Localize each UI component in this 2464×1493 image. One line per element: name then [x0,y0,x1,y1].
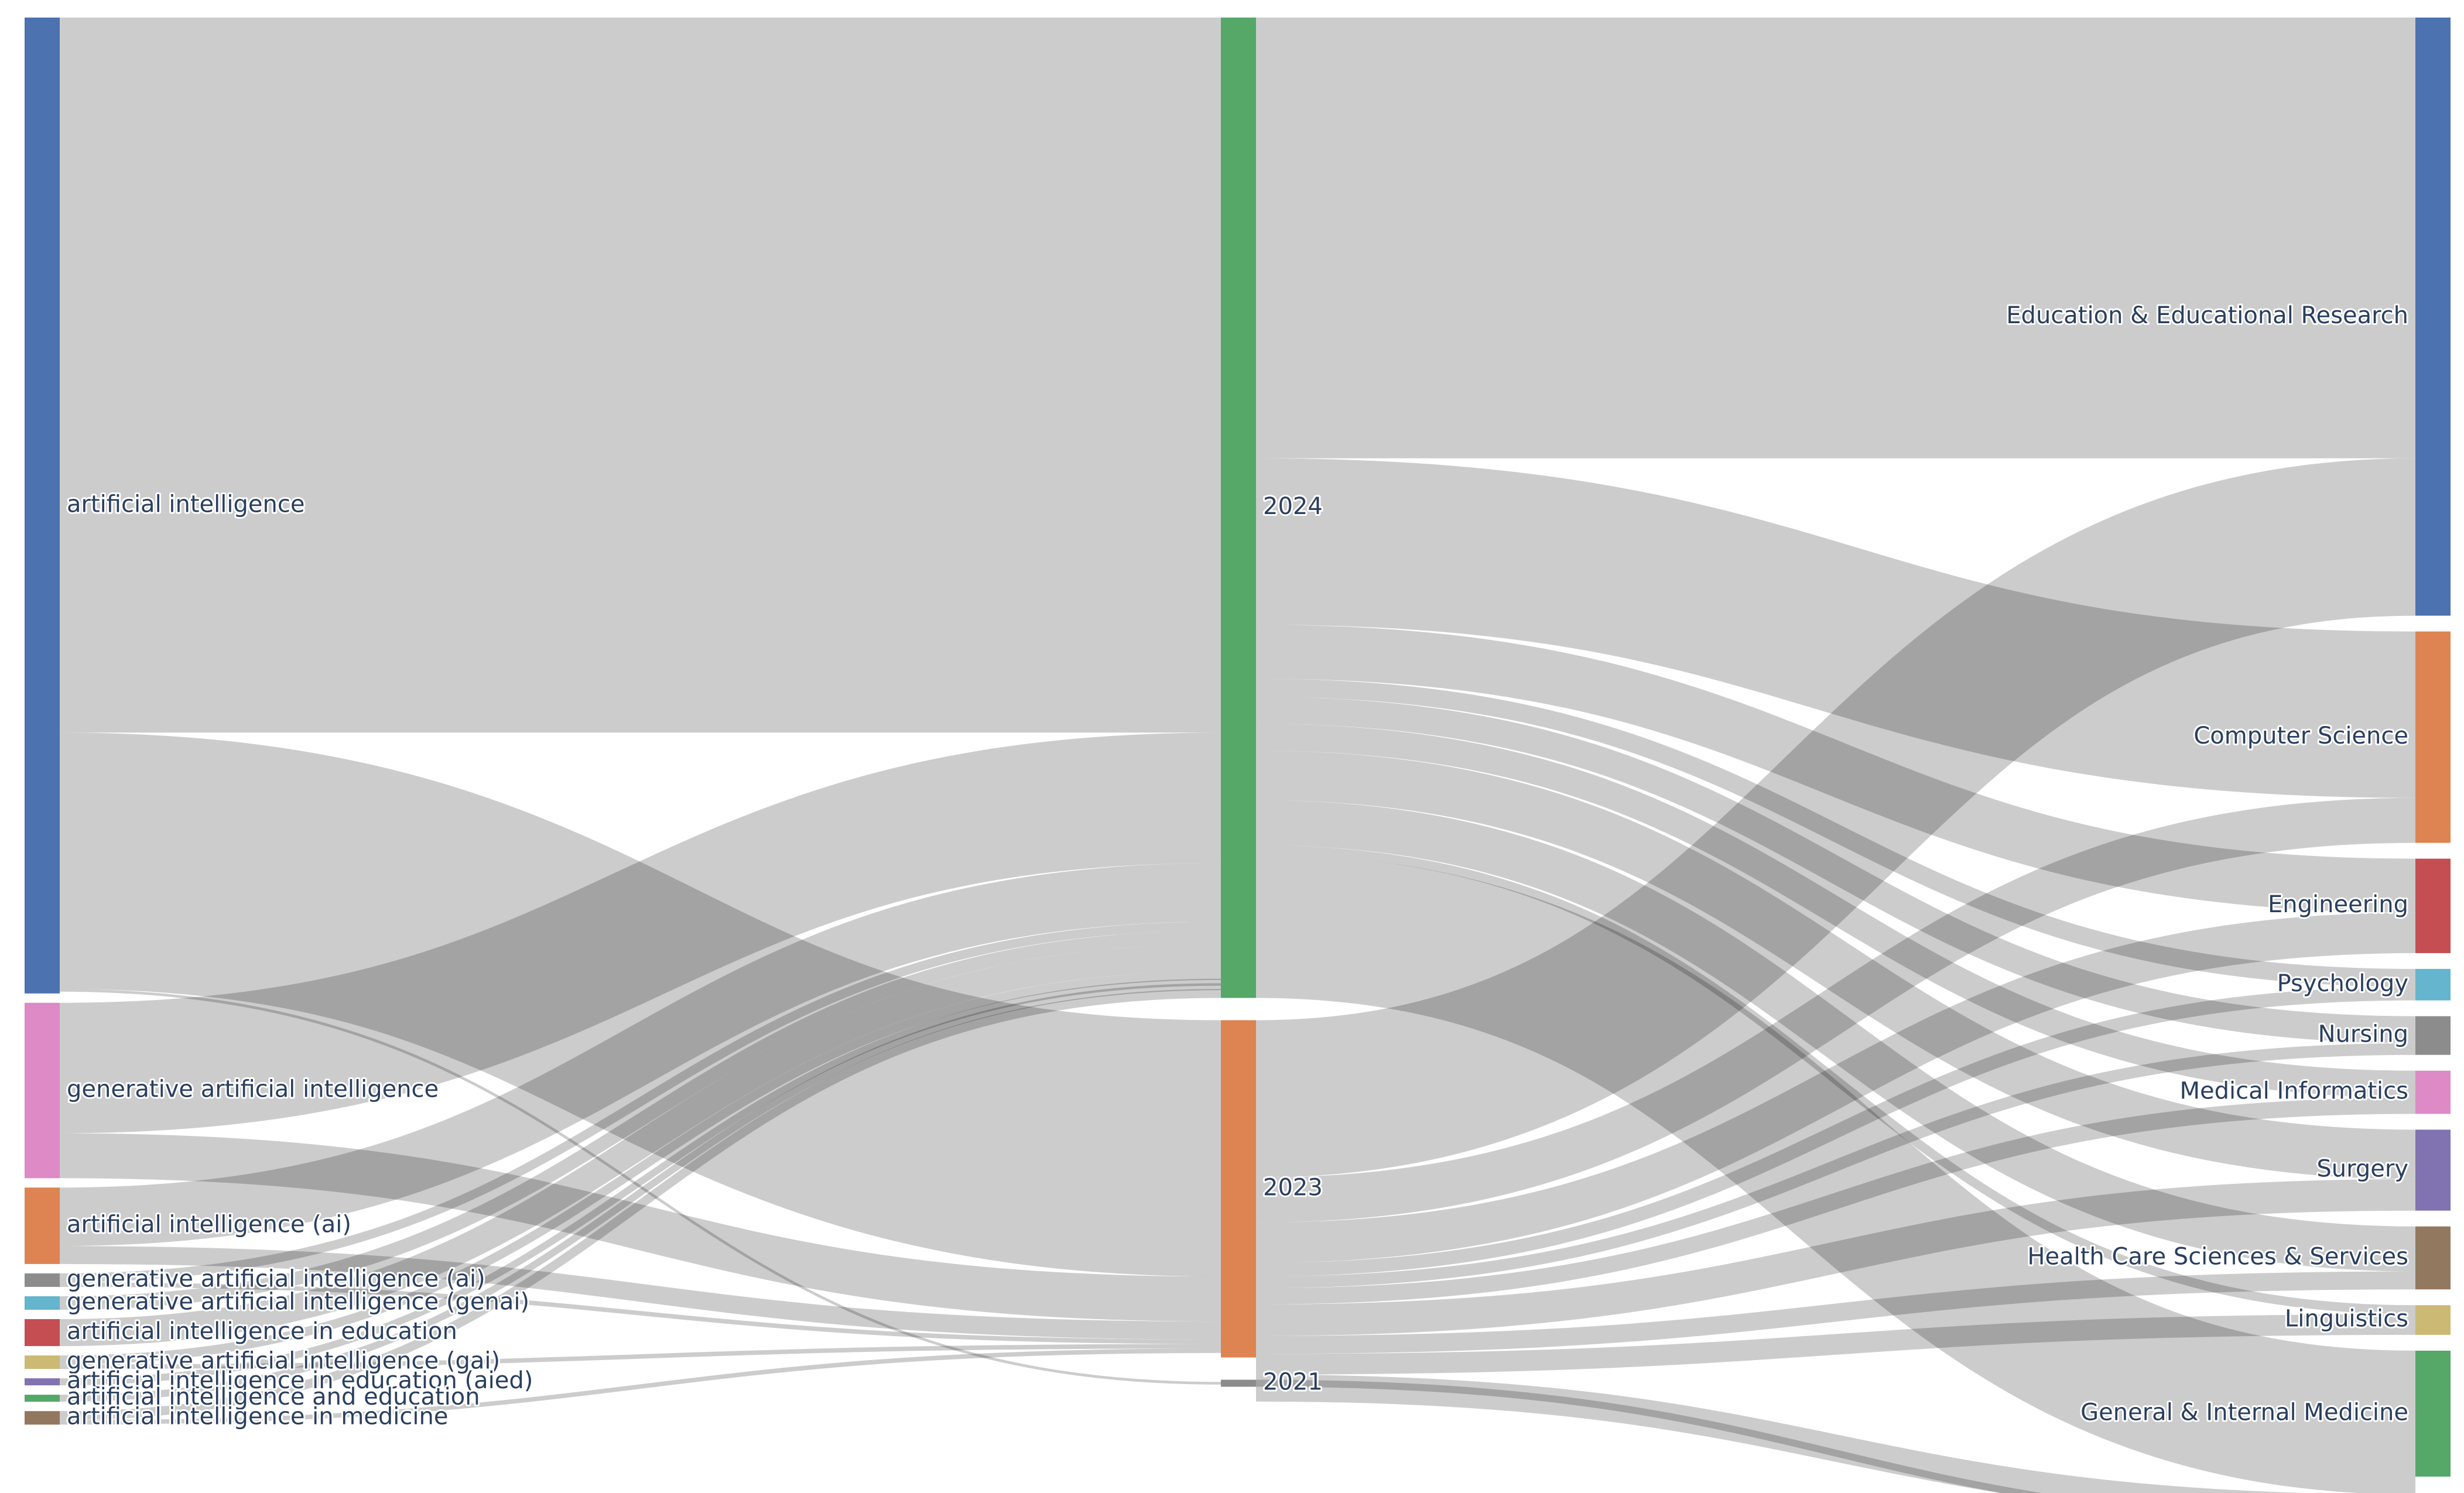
node-k_gaigai[interactable] [25,1355,60,1369]
link-k_aip-y2024 [59,863,1221,1247]
link-k_aande-y2024 [59,983,1221,1402]
node-label-k_aip: artificial intelligence (ai) [67,1211,351,1238]
node-label-c_edu: Education & Educational Research [2006,302,2408,329]
node-y2021[interactable] [1221,1379,1256,1387]
link-y2023-c_gim [1255,1374,2306,1493]
node-label-c_cs: Computer Science [2193,722,2408,749]
sankey-labels: artificial intelligence generative artifi… [65,300,2410,1432]
link-y2024-c_gim [1255,854,2416,1493]
link-k_aieda-y2024 [59,978,1221,1386]
node-y2024[interactable] [1221,18,1256,998]
node-y2023[interactable] [1221,1020,1256,1358]
node-k_aip[interactable] [25,1187,60,1264]
node-k_genai[interactable] [25,1296,60,1310]
sankey-links [59,17,2416,1493]
node-c_mi[interactable] [2415,1070,2451,1114]
node-label-k_ai: artificial intelligence [67,491,304,518]
node-label-k_gai: generative artificial intelligence [67,1076,439,1103]
node-label-k_aimed: artificial intelligence in medicine [67,1403,448,1430]
link-k_aimed-y2023 [59,1348,1221,1425]
node-label-k_aande: artificial intelligence and education [67,1384,480,1410]
node-k_aimed[interactable] [25,1411,60,1425]
node-label-k_genai: generative artificial intelligence (gena… [67,1288,529,1315]
link-y2024-c_psy [1255,679,2416,987]
node-label-c_sur: Surgery [2316,1156,2408,1183]
link-k_gaigai-y2023 [59,1344,1221,1369]
link-y2023-c_ling [1255,1314,2416,1375]
node-c_sur[interactable] [2415,1129,2451,1211]
sankey-nodes [25,18,2451,1477]
link-y2024-c_hcs [1255,800,2416,1272]
link-y2024-c_nur [1255,696,2416,1043]
link-y2024-c_sur [1255,751,2416,1179]
link-y2024-c_eng [1255,624,2416,913]
link-y2023-c_sur [1255,1179,2416,1336]
link-k_aied-y2024 [59,944,1221,1347]
link-y2024-c_cs [1255,458,2416,798]
node-label-c_mi: Medical Informatics [2179,1078,2408,1105]
node-label-y2021: 2021 [1263,1369,1323,1396]
link-y2024-c_mi [1255,723,2416,1098]
link-k_gaigai-y2024 [59,971,1221,1365]
link-y2023-c_mi [1255,1097,2416,1304]
node-label-k_aied: artificial intelligence in education [67,1318,457,1345]
node-c_edu[interactable] [2415,18,2451,616]
link-y2023-c_nur [1255,1043,2416,1289]
link-k_aip-y2023 [59,1246,1221,1340]
node-c_nur[interactable] [2415,1016,2451,1055]
link-k_aimed-y2024 [59,989,1221,1420]
link-k_gai-y2023 [59,1133,1221,1322]
node-c_hcs[interactable] [2415,1226,2451,1290]
node-k_aande[interactable] [25,1395,60,1402]
link-k_ai-y2023 [59,732,1221,1277]
node-label-c_psy: Psychology [2277,970,2408,997]
node-c_psy[interactable] [2415,968,2451,1001]
node-label-c_nur: Nursing [2318,1021,2408,1048]
link-k_gai-y2024 [59,732,1221,1134]
link-y2023-c_hcs [1255,1271,2416,1354]
link-k_gaiai-y2023 [59,1282,1221,1344]
link-y2023-c_psy [1255,987,2416,1277]
link-k_gaiai-y2024 [59,921,1221,1283]
link-k_genai-y2024 [59,930,1221,1310]
node-label-c_ling: Linguistics [2285,1306,2408,1333]
link-k_ai-y2021 [59,989,1221,1385]
link-y2023-c_edu [1255,458,2416,1178]
node-k_gai[interactable] [25,1002,60,1179]
node-label-y2023: 2023 [1263,1174,1323,1201]
node-label-c_gim: General & Internal Medicine [2080,1399,2408,1426]
node-label-c_hcs: Health Care Sciences & Services [2027,1243,2408,1270]
node-label-c_eng: Engineering [2268,891,2408,918]
link-y2023-c_cs [1255,797,2416,1223]
node-k_gaiai[interactable] [25,1273,60,1287]
node-label-k_gaigai: generative artificial intelligence (gai) [67,1348,500,1375]
node-c_ling[interactable] [2415,1305,2451,1335]
node-label-k_gaiai: generative artificial intelligence (ai) [67,1265,485,1292]
node-k_ai[interactable] [25,18,60,994]
link-y2023-c_eng [1255,912,2416,1263]
node-label-k_aieda: artificial intelligence in education (ai… [67,1367,533,1394]
node-k_aieda[interactable] [25,1378,60,1386]
node-c_eng[interactable] [2415,858,2451,953]
link-y2021-c_gim [1255,1379,2042,1493]
link-y2024-c_ling [1255,845,2416,1314]
node-c_cs[interactable] [2415,631,2451,843]
node-c_gim[interactable] [2415,1350,2451,1477]
node-label-y2024: 2024 [1263,493,1323,520]
node-k_aied[interactable] [25,1319,60,1347]
